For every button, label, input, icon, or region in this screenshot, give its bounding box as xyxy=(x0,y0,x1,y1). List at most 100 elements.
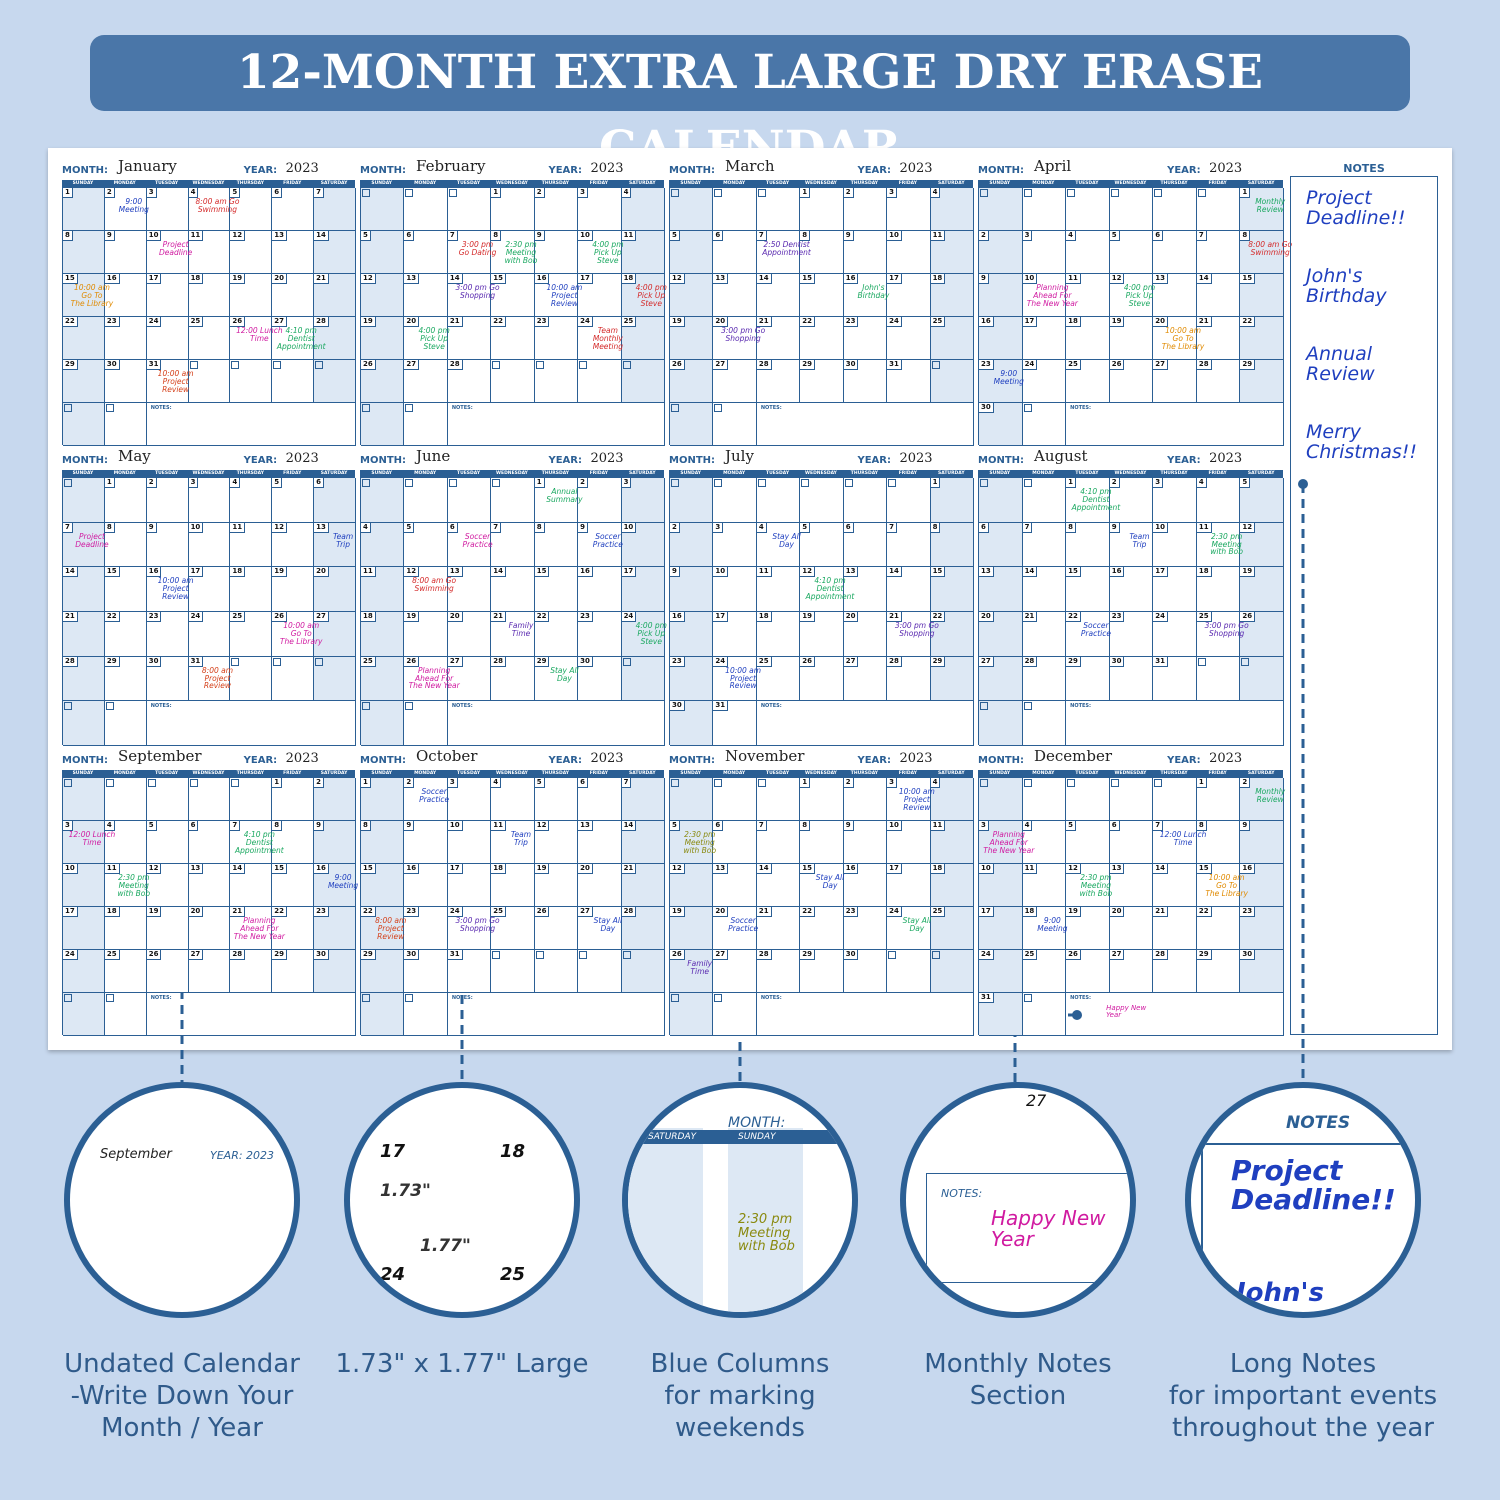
day-cell: 4 xyxy=(621,188,665,231)
day-number: 4 xyxy=(361,522,371,533)
day-number: 25 xyxy=(1022,950,1038,960)
day-cell: 20 xyxy=(1153,317,1197,360)
day-cell: 24 xyxy=(1153,612,1197,657)
checkbox xyxy=(1110,189,1119,197)
day-cell: 14 xyxy=(491,567,535,612)
checkbox xyxy=(671,404,679,412)
day-number: 10 xyxy=(1153,522,1169,533)
checkbox xyxy=(492,951,501,959)
day-cell: 4 xyxy=(756,522,801,568)
day-cell: 4 xyxy=(1022,821,1067,864)
month-name: April xyxy=(1034,157,1072,175)
feature-caption: 1.73" x 1.77" Large xyxy=(335,1349,589,1379)
day-number: 30 xyxy=(404,950,420,960)
checkbox xyxy=(147,779,156,787)
day-number: 17 xyxy=(146,274,162,284)
weekday: SUNDAY xyxy=(371,471,393,476)
day-cell: 30 xyxy=(104,360,147,403)
day-number: 16 xyxy=(314,864,329,874)
day-number: 22 xyxy=(930,612,946,622)
day-number: 3 xyxy=(713,522,724,533)
day-number: 26 xyxy=(534,907,550,917)
checkbox xyxy=(64,702,72,711)
day-cell: 11 xyxy=(1022,864,1067,907)
day-number: 26 xyxy=(146,950,162,960)
weekday: SATURDAY xyxy=(320,181,348,186)
day-number: 7 xyxy=(1153,821,1164,831)
day-number: 29 xyxy=(1196,950,1212,960)
long-notes-box: Project Deadline!! John's Birthday Annual … xyxy=(1290,176,1438,1035)
checkbox xyxy=(231,779,240,787)
day-cell xyxy=(713,993,757,1036)
checkbox xyxy=(1023,702,1032,711)
handwritten-note: 2:30 pm Meeting with Bob xyxy=(1079,873,1113,898)
day-cell: 30 xyxy=(314,950,356,993)
weekday-bar xyxy=(978,770,1283,777)
month-label: MONTH: xyxy=(360,455,407,466)
day-cell: 9 xyxy=(146,522,189,568)
weekday: MONDAY xyxy=(723,771,746,776)
day-number: 2 xyxy=(146,478,157,488)
day-number: 13 xyxy=(314,522,329,533)
day-number: 31 xyxy=(979,993,994,1003)
day-cell: 2 xyxy=(843,778,888,821)
day-cell xyxy=(1022,701,1067,746)
feature-caption: Monthly Notes Section xyxy=(924,1349,1112,1411)
day-cell: 15 xyxy=(930,567,974,612)
day-cell: 17 xyxy=(621,567,665,612)
title: 12-MONTH EXTRA LARGE DRY ERASE CALENDAR xyxy=(236,45,1264,176)
day-number: 15 xyxy=(272,864,288,874)
day-number: 3 xyxy=(447,778,458,788)
day-number: 7 xyxy=(756,231,767,241)
day-cell: 26 xyxy=(670,950,714,993)
day-number: 12 xyxy=(800,567,816,578)
day-number: 17 xyxy=(578,274,593,284)
day-number: 10 xyxy=(887,821,902,831)
day-cell xyxy=(1022,403,1067,446)
day-cell: 14 xyxy=(1022,567,1067,612)
handwritten-note: Stay All Day xyxy=(772,531,801,549)
day-cell: 17 xyxy=(146,274,189,317)
checkbox xyxy=(64,994,72,1002)
day-cell: 2 xyxy=(670,522,714,568)
day-number: 29 xyxy=(63,360,78,370)
day-cell: 23 xyxy=(843,317,888,360)
day-cell: 11 xyxy=(230,522,273,568)
title-banner xyxy=(90,35,1410,111)
day-cell: 15 xyxy=(1240,274,1284,317)
year-label: YEAR: xyxy=(548,455,582,466)
month-panel: MONTH: February YEAR: 2023 SUNDAY MONDAY TUESD… xyxy=(360,157,667,446)
day-number: 13 xyxy=(578,821,593,831)
notes-area: NOTES: xyxy=(756,403,974,446)
day-number: 9 xyxy=(146,522,157,533)
day-number: 16 xyxy=(404,864,420,874)
year-label: YEAR: xyxy=(857,165,891,176)
checkbox xyxy=(105,702,114,711)
day-cell: 6 xyxy=(713,231,757,274)
day-cell: 13 xyxy=(843,567,888,612)
day-cell: 17 xyxy=(979,907,1023,950)
day-number: 23 xyxy=(979,360,994,370)
weekday: SUNDAY xyxy=(680,471,702,476)
day-number: 24 xyxy=(979,950,994,960)
weekday: SUNDAY xyxy=(989,471,1011,476)
handwritten-note: Soccer Practice xyxy=(592,531,623,549)
notes-label: NOTES: xyxy=(1070,995,1092,1001)
day-number: 16 xyxy=(1240,864,1256,874)
handwritten-note: 12:00 Lunch Time xyxy=(1159,830,1207,847)
day-cell: 23 xyxy=(1240,907,1284,950)
day-cell: 2 xyxy=(1240,778,1284,821)
day-number: 29 xyxy=(272,950,288,960)
day-number: 6 xyxy=(1109,821,1120,831)
day-number: 11 xyxy=(1022,864,1038,874)
day-cell: 27 xyxy=(713,950,757,993)
notes-box xyxy=(926,1173,1130,1283)
day-cell: 19 xyxy=(670,907,714,950)
day-cell: 24 xyxy=(1022,360,1067,403)
checkbox xyxy=(757,779,766,787)
day-number: 19 xyxy=(800,612,816,622)
day-number: 14 xyxy=(756,274,772,284)
day-number: 24 xyxy=(887,907,902,917)
weekday: MONDAY xyxy=(113,181,136,186)
handwritten-note: Project Deadline xyxy=(158,240,193,257)
